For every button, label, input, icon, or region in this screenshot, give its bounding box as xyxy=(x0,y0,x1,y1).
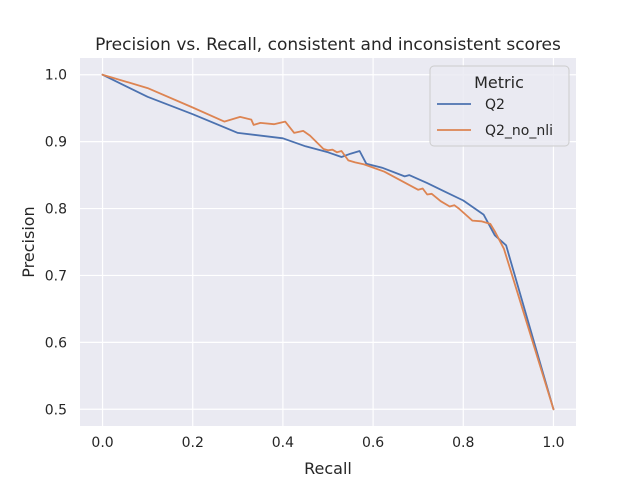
y-tick-label: 1.0 xyxy=(45,68,67,84)
series-lines xyxy=(101,73,555,411)
y-tick-label: 0.9 xyxy=(45,135,67,151)
chart-title: Precision vs. Recall, consistent and inc… xyxy=(95,35,561,55)
y-tick-label: 0.7 xyxy=(45,268,67,284)
x-tick-label: 0.0 xyxy=(91,435,113,451)
legend-label-q2-no-nli: Q2_no_nli xyxy=(485,123,553,139)
series-line-q2 xyxy=(101,73,555,411)
x-tick-label: 0.2 xyxy=(182,435,204,451)
legend: Metric Q2 Q2_no_nli xyxy=(429,65,570,147)
legend-label-q2: Q2 xyxy=(485,97,505,113)
x-tick-label: 1.0 xyxy=(542,435,564,451)
x-tick-label: 0.4 xyxy=(272,435,294,451)
y-tick-label: 0.6 xyxy=(45,335,67,351)
x-tick-label: 0.8 xyxy=(452,435,474,451)
y-tick-labels: 0.5 0.6 0.7 0.8 0.9 1.0 xyxy=(45,68,67,419)
y-axis-label: Precision xyxy=(19,206,38,277)
y-tick-label: 0.5 xyxy=(45,402,67,418)
legend-box xyxy=(429,65,570,147)
x-tick-label: 0.6 xyxy=(362,435,384,451)
x-axis-label: Recall xyxy=(304,459,352,478)
x-tick-labels: 0.0 0.2 0.4 0.6 0.8 1.0 xyxy=(91,435,564,451)
series-line-q2-no-nli xyxy=(101,73,555,411)
y-tick-label: 0.8 xyxy=(45,202,67,218)
legend-title: Metric xyxy=(474,73,524,92)
